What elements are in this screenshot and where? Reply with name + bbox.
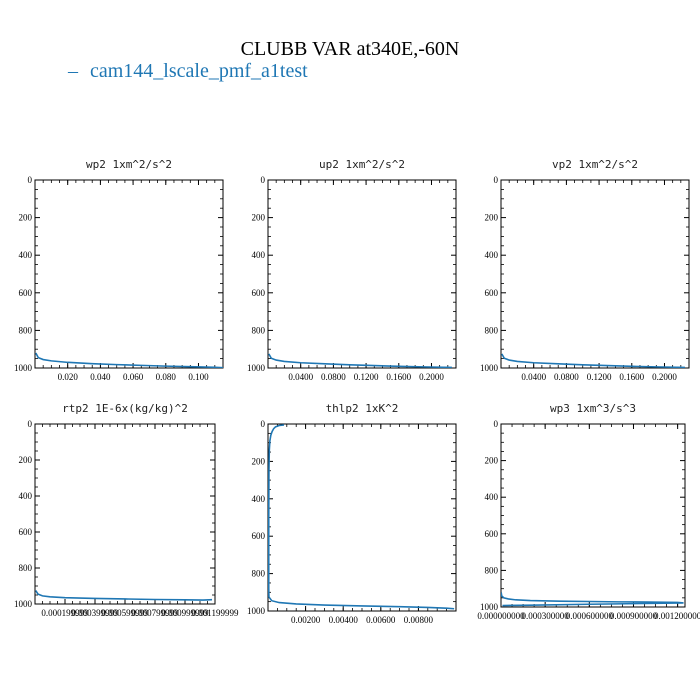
y-tick-label: 800 [19,563,33,573]
x-tick-label: 0.000900000 [610,611,658,621]
y-tick-label: 200 [19,455,33,465]
x-tick-label: 0.000999999 [161,608,209,618]
x-tick-label: 0.000000000 [477,611,525,621]
y-tick-label: 200 [19,213,33,223]
panel-title: wp3 1xm^3/s^3 [550,402,636,415]
y-tick-label: 0 [28,419,33,429]
y-tick-label: 200 [252,213,266,223]
y-tick-label: 0 [28,175,33,185]
x-tick-label: 0.001199999 [192,608,239,618]
series-line [268,353,452,368]
series-line [501,353,685,368]
x-tick-label: 0.1200 [587,372,612,382]
y-tick-label: 600 [485,288,499,298]
plot-frame [500,179,690,369]
y-tick-label: 0 [261,419,266,429]
x-tick-label: 0.00200 [291,615,321,625]
y-tick-label: 1000 [480,602,499,612]
panel-2: up2 1xm^2/s^2 0 200 400 600 800 1000 0.0400 0.08… [247,158,457,382]
x-tick-label: 0.000300000 [522,611,570,621]
y-tick-label: 800 [485,565,499,575]
x-tick-label: 0.1200 [354,372,379,382]
y-tick-label: 400 [252,250,266,260]
plot-frame [500,423,686,608]
y-tick-label: 0 [494,419,499,429]
panel-title: vp2 1xm^2/s^2 [552,158,638,171]
x-tick-label: 0.1600 [619,372,644,382]
plot-frame [34,179,224,369]
y-tick-label: 1000 [247,606,266,616]
x-tick-label: 0.000199999 [41,608,89,618]
y-tick-label: 400 [19,491,33,501]
y-tick-label: 600 [252,288,266,298]
panel-title: thlp2 1xK^2 [326,402,399,415]
y-tick-label: 800 [485,325,499,335]
plot-frame [267,179,457,369]
y-tick-label: 400 [485,250,499,260]
y-tick-label: 0 [261,175,266,185]
panel-4: rtp2 1E-6x(kg/kg)^2 0 200 400 600 800 1000 0.00… [14,402,239,618]
series-line [501,592,684,607]
y-tick-label: 200 [252,456,266,466]
panel-5: thlp2 1xK^2 0 200 400 600 800 1000 0.00200 0.004… [247,402,457,625]
x-tick-label: 0.001200000 [654,611,700,621]
y-tick-label: 800 [252,569,266,579]
legend: – cam144_lscale_pmf_a1test [67,60,308,82]
panel-title: rtp2 1E-6x(kg/kg)^2 [62,402,188,415]
y-tick-label: 200 [485,213,499,223]
x-tick-label: 0.000399999 [71,608,119,618]
x-tick-label: 0.100 [188,372,209,382]
x-tick-label: 0.080 [156,372,177,382]
y-tick-label: 400 [485,492,499,502]
x-tick-label: 0.2000 [652,372,677,382]
y-tick-label: 800 [19,325,33,335]
x-tick-label: 0.00600 [366,615,396,625]
panel-6: wp3 1xm^3/s^3 0 200 400 600 800 10000.00000000… [477,402,700,621]
series-line [268,424,455,610]
y-tick-label: 800 [252,325,266,335]
x-tick-label: 0.0400 [288,372,313,382]
x-tick-label: 0.1600 [386,372,411,382]
x-tick-label: 0.000600000 [566,611,614,621]
panels: wp2 1xm^2/s^2 0 200 400 600 800 1000 0.020 0.040… [14,158,700,625]
figure-title: CLUBB VAR at340E,-60N [241,38,460,60]
x-tick-label: 0.0800 [321,372,346,382]
x-tick-label: 0.00400 [329,615,359,625]
y-tick-label: 600 [485,529,499,539]
y-tick-label: 600 [19,288,33,298]
x-tick-label: 0.2000 [419,372,444,382]
y-tick-label: 1000 [247,363,266,373]
y-tick-label: 1000 [14,363,33,373]
x-tick-label: 0.0400 [521,372,546,382]
x-tick-label: 0.00800 [404,615,434,625]
panel-title: up2 1xm^2/s^2 [319,158,405,171]
y-tick-label: 600 [252,531,266,541]
y-tick-label: 600 [19,527,33,537]
y-tick-label: 400 [252,494,266,504]
x-tick-label: 0.0800 [554,372,579,382]
legend-label: cam144_lscale_pmf_a1test [90,60,308,82]
y-tick-label: 200 [485,456,499,466]
y-tick-label: 1000 [480,363,499,373]
panel-title: wp2 1xm^2/s^2 [86,158,172,171]
x-tick-label: 0.060 [123,372,144,382]
series-line [35,590,213,601]
series-line [35,352,223,368]
panel-3: vp2 1xm^2/s^2 0 200 400 600 800 1000 0.0400 0.08… [480,158,690,382]
x-tick-label: 0.040 [90,372,111,382]
y-tick-label: 1000 [14,599,33,609]
y-tick-label: 0 [494,175,499,185]
legend-dash: – [67,60,79,82]
x-tick-label: 0.000599999 [101,608,149,618]
panel-1: wp2 1xm^2/s^2 0 200 400 600 800 1000 0.020 0.040… [14,158,224,382]
x-tick-label: 0.000799999 [131,608,179,618]
x-tick-label: 0.020 [58,372,79,382]
plot-frame [267,423,457,612]
plot-frame [34,423,216,605]
y-tick-label: 400 [19,250,33,260]
